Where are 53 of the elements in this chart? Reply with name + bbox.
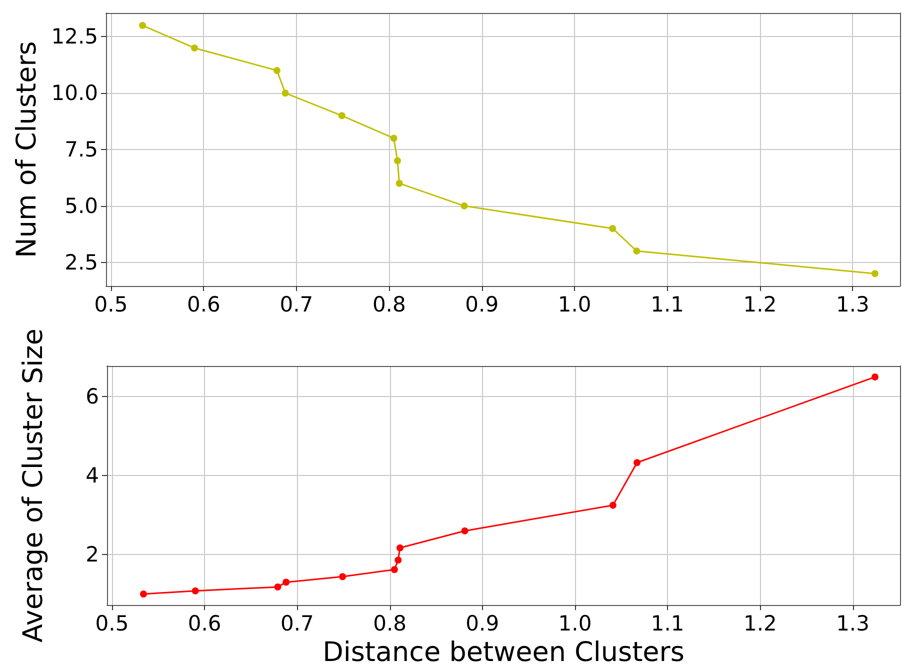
x-tick-label: 1.2 bbox=[743, 612, 777, 636]
x-tick-label: 1.1 bbox=[650, 612, 684, 636]
y-tick-label: 12.5 bbox=[51, 24, 98, 49]
x-tick-label: 0.5 bbox=[95, 612, 129, 636]
point bbox=[192, 587, 199, 594]
x-tick-label: 0.9 bbox=[465, 292, 499, 316]
point bbox=[394, 157, 401, 164]
x-tick-label: 0.7 bbox=[280, 612, 314, 636]
y-tick-label: 2.5 bbox=[64, 250, 98, 274]
x-tick-label: 1.3 bbox=[836, 612, 870, 636]
point bbox=[461, 527, 468, 534]
point bbox=[396, 544, 404, 552]
point bbox=[609, 224, 616, 232]
y-axis-title: Num of Clusters bbox=[11, 41, 42, 258]
point bbox=[634, 459, 641, 466]
x-tick-label: 1.0 bbox=[558, 292, 592, 316]
point bbox=[273, 67, 280, 74]
x-tick-label: 0.7 bbox=[280, 292, 314, 316]
x-tick-label: 0.8 bbox=[373, 612, 406, 636]
x-tick-label: 0.6 bbox=[188, 612, 222, 636]
x-tick-label: 1.2 bbox=[743, 292, 777, 316]
point bbox=[282, 578, 290, 586]
x-tick-label: 1.3 bbox=[836, 292, 870, 316]
point bbox=[339, 573, 346, 580]
point bbox=[394, 556, 402, 564]
x-tick-label: 0.8 bbox=[372, 292, 406, 316]
y-tick-label: 2 bbox=[86, 542, 99, 567]
point bbox=[396, 180, 403, 187]
point bbox=[140, 590, 147, 598]
point bbox=[460, 202, 468, 210]
y-axis-title: Average of Cluster Size bbox=[18, 328, 49, 642]
x-tick-label: 0.5 bbox=[94, 292, 128, 316]
point bbox=[274, 583, 282, 590]
x-tick-label: 0.6 bbox=[187, 292, 220, 316]
y-tick-label: 5.0 bbox=[64, 194, 98, 218]
point bbox=[390, 566, 398, 574]
x-tick-label: 0.9 bbox=[466, 612, 500, 636]
point bbox=[139, 22, 146, 29]
point bbox=[872, 373, 878, 380]
point bbox=[338, 112, 346, 120]
x-axis-title: Distance between Clusters bbox=[322, 637, 684, 668]
point bbox=[871, 270, 878, 278]
point bbox=[190, 44, 198, 52]
point bbox=[609, 502, 616, 509]
y-tick-label: 10.0 bbox=[51, 81, 98, 106]
y-tick-label: 4 bbox=[86, 464, 99, 488]
x-tick-label: 1.0 bbox=[558, 612, 592, 636]
point bbox=[390, 134, 398, 142]
y-tick-label: 7.5 bbox=[64, 138, 98, 162]
point bbox=[282, 90, 289, 97]
point bbox=[633, 248, 640, 255]
x-tick-label: 1.1 bbox=[650, 292, 684, 316]
y-tick-label: 6 bbox=[86, 384, 99, 409]
